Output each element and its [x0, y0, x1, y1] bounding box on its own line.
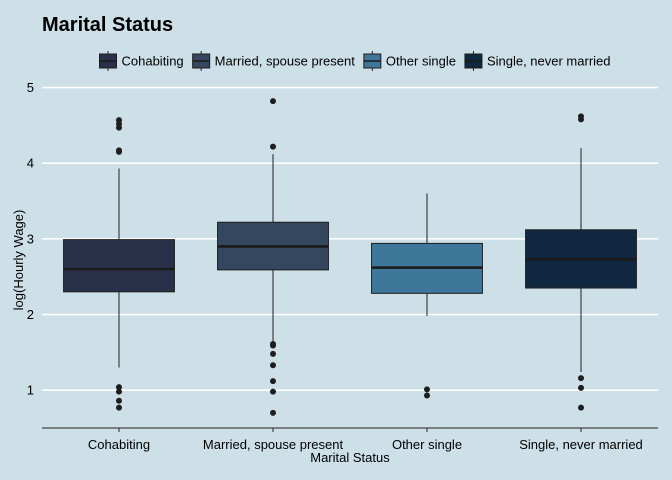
box-group	[63, 117, 175, 411]
x-tick-label: Married, spouse present	[203, 437, 344, 452]
outlier-point	[116, 397, 122, 404]
legend: Cohabiting Married, spouse present Other s…	[99, 51, 611, 71]
box-group	[217, 98, 329, 416]
box-group	[525, 113, 637, 411]
y-tick-label: 2	[27, 307, 34, 322]
outlier-point	[270, 378, 276, 385]
box	[63, 239, 175, 293]
legend-item: Single, never married	[464, 51, 611, 71]
outlier-point	[270, 350, 276, 357]
legend-item: Married, spouse present	[192, 51, 356, 71]
outlier-point	[424, 386, 430, 393]
outlier-point	[270, 362, 276, 369]
y-axis-ticks: 1 2 3 4 5	[27, 80, 34, 398]
chart-title: Marital Status	[42, 14, 173, 36]
y-tick-label: 3	[27, 231, 34, 246]
box-group	[371, 193, 483, 399]
outlier-point	[116, 388, 122, 395]
outlier-point	[578, 375, 584, 382]
box-series	[63, 98, 637, 416]
outlier-point	[270, 143, 276, 150]
legend-label: Single, never married	[487, 54, 611, 69]
x-axis-title: Marital Status	[310, 450, 390, 465]
x-tick-label: Single, never married	[519, 437, 643, 452]
outlier-point	[270, 98, 276, 105]
outlier-point	[270, 409, 276, 416]
legend-label: Married, spouse present	[215, 54, 356, 69]
outlier-point	[578, 116, 584, 123]
legend-item: Cohabiting	[99, 51, 184, 71]
legend-label: Cohabiting	[122, 54, 184, 69]
x-tick-label: Other single	[392, 437, 462, 452]
outlier-point	[116, 148, 122, 155]
x-tick-label: Cohabiting	[88, 437, 150, 452]
y-tick-label: 4	[27, 156, 34, 171]
outlier-point	[424, 392, 430, 399]
legend-label: Other single	[386, 54, 456, 69]
legend-item: Other single	[363, 51, 456, 71]
outlier-point	[270, 388, 276, 395]
outlier-point	[578, 404, 584, 411]
outlier-point	[116, 404, 122, 411]
outlier-point	[116, 384, 122, 391]
outlier-point	[270, 342, 276, 349]
outlier-point	[578, 384, 584, 391]
outlier-point	[116, 124, 122, 131]
y-tick-label: 1	[27, 383, 34, 398]
y-tick-label: 5	[27, 80, 34, 95]
x-axis-ticks: Cohabiting Married, spouse present Other s…	[88, 428, 643, 452]
y-axis-title: log(Hourly Wage)	[11, 210, 26, 311]
